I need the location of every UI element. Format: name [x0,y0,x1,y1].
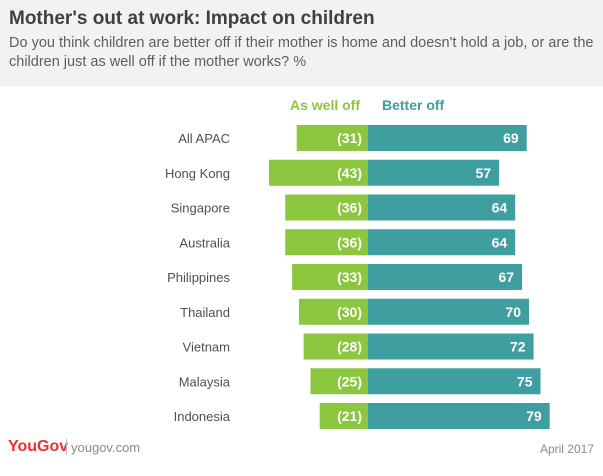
footer-divider [66,439,67,455]
category-label-indonesia: Indonesia [174,409,231,424]
value-label-better-off-malaysia: 75 [517,373,533,389]
chart-title: Mother's out at work: Impact on children [9,8,375,29]
category-label-vietnam: Vietnam [183,340,230,355]
bar-as-well-off-all-apac [296,125,368,151]
value-label-better-off-hong-kong: 57 [476,165,492,181]
value-label-better-off-vietnam: 72 [510,339,526,355]
category-label-singapore: Singapore [171,201,230,216]
bar-better-off-philippines [368,264,523,290]
bar-better-off-all-apac [368,125,527,151]
bar-as-well-off-singapore [285,194,368,221]
value-label-better-off-singapore: 64 [492,200,508,216]
bar-better-off-indonesia [368,403,550,429]
value-label-as-well-off-australia: (36) [337,234,362,250]
bar-as-well-off-indonesia [319,403,368,429]
bar-as-well-off-malaysia [310,368,368,395]
bar-as-well-off-philippines [292,264,368,290]
bar-better-off-vietnam [368,333,534,360]
value-label-better-off-thailand: 70 [505,304,521,320]
value-label-as-well-off-all-apac: (31) [337,130,362,146]
value-label-as-well-off-vietnam: (28) [337,339,362,355]
value-label-as-well-off-thailand: (30) [337,304,362,320]
category-label-all-apac: All APAC [178,131,230,146]
chart-header: Mother's out at work: Impact on children… [0,0,603,86]
category-label-malaysia: Malaysia [179,374,231,389]
bar-better-off-hong-kong [368,159,500,186]
diverging-bar-chart: As well off Better off All APAC (31) 69 Hong … [165,97,550,429]
chart-subtitle: Do you think children are better off if … [9,35,594,70]
legend-better-off: Better off [382,97,445,113]
category-label-hong-kong: Hong Kong [165,166,230,181]
legend-as-well-off: As well off [290,97,360,113]
value-label-as-well-off-hong-kong: (43) [337,165,362,181]
value-label-better-off-australia: 64 [492,234,508,250]
bar-as-well-off-vietnam [303,333,368,360]
category-label-australia: Australia [179,235,230,250]
footer-date: April 2017 [539,442,594,456]
bar-as-well-off-australia [285,229,368,256]
value-label-as-well-off-indonesia: (21) [337,408,362,424]
bar-better-off-thailand [368,298,529,325]
category-label-thailand: Thailand [180,305,230,320]
bar-better-off-australia [368,229,516,256]
value-label-as-well-off-philippines: (33) [337,269,362,285]
yougov-logo: YouGov [8,438,69,455]
bar-better-off-singapore [368,194,516,221]
bar-as-well-off-hong-kong [269,159,368,186]
value-label-better-off-philippines: 67 [499,269,515,285]
bar-better-off-malaysia [368,368,541,395]
bar-as-well-off-thailand [299,298,368,325]
value-label-better-off-indonesia: 79 [526,408,542,424]
value-label-as-well-off-malaysia: (25) [337,373,362,389]
category-label-philippines: Philippines [167,270,230,285]
value-label-better-off-all-apac: 69 [503,130,519,146]
value-label-as-well-off-singapore: (36) [337,200,362,216]
footer-url[interactable]: yougov.com [71,440,141,455]
